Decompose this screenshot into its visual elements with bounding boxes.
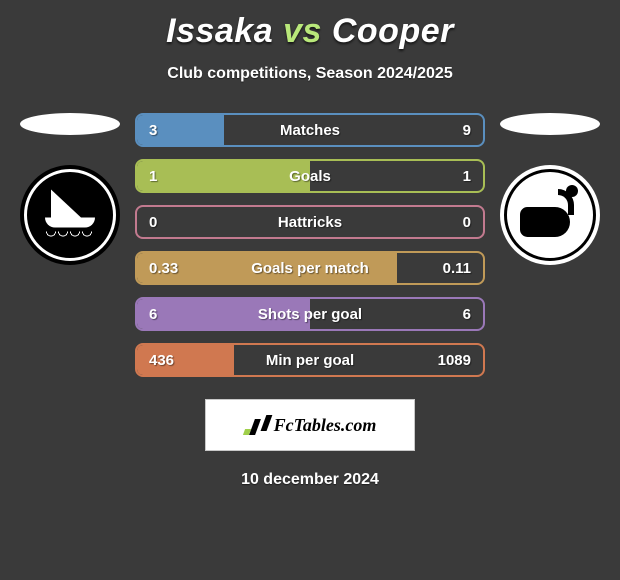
left-badge-column <box>15 113 125 265</box>
stat-row: 3Matches9 <box>135 113 485 147</box>
stat-right-value: 1 <box>425 168 483 185</box>
subtitle: Club competitions, Season 2024/2025 <box>0 65 620 83</box>
stat-row: 0Hattricks0 <box>135 205 485 239</box>
right-club-crest <box>500 165 600 265</box>
vs-text: vs <box>283 12 322 50</box>
stat-left-value: 6 <box>137 306 195 323</box>
stat-label: Hattricks <box>195 214 425 231</box>
stats-table: 3Matches9 1Goals1 0Hattricks0 0.33Goals per… <box>135 113 485 389</box>
stat-right-value: 1089 <box>425 352 483 369</box>
stat-label: Min per goal <box>195 352 425 369</box>
stat-row: 0.33Goals per match0.11 <box>135 251 485 285</box>
stat-left-value: 0.33 <box>137 260 195 277</box>
stat-right-value: 0 <box>425 214 483 231</box>
stat-label: Shots per goal <box>195 306 425 323</box>
stat-row: 6Shots per goal6 <box>135 297 485 331</box>
stat-left-value: 3 <box>137 122 195 139</box>
stat-label: Goals <box>195 168 425 185</box>
stat-label: Goals per match <box>195 260 425 277</box>
comparison-title: Issaka vs Cooper <box>0 0 620 51</box>
stat-left-value: 1 <box>137 168 195 185</box>
stat-right-value: 9 <box>425 122 483 139</box>
stat-label: Matches <box>195 122 425 139</box>
stat-row: 1Goals1 <box>135 159 485 193</box>
right-badge-column <box>495 113 605 265</box>
stat-right-value: 0.11 <box>425 260 483 277</box>
fctables-logo-text: FcTables.com <box>274 415 377 436</box>
right-player-ellipse <box>500 113 600 135</box>
stat-left-value: 436 <box>137 352 195 369</box>
left-club-crest <box>20 165 120 265</box>
stat-row: 436Min per goal1089 <box>135 343 485 377</box>
player2-name: Cooper <box>332 12 454 50</box>
player1-name: Issaka <box>166 12 273 50</box>
left-player-ellipse <box>20 113 120 135</box>
fctables-logo: FcTables.com <box>205 399 415 451</box>
stat-right-value: 6 <box>425 306 483 323</box>
date-text: 10 december 2024 <box>0 471 620 489</box>
stat-left-value: 0 <box>137 214 195 231</box>
main-area: 3Matches9 1Goals1 0Hattricks0 0.33Goals per… <box>0 113 620 389</box>
fctables-mark-icon <box>244 415 270 435</box>
